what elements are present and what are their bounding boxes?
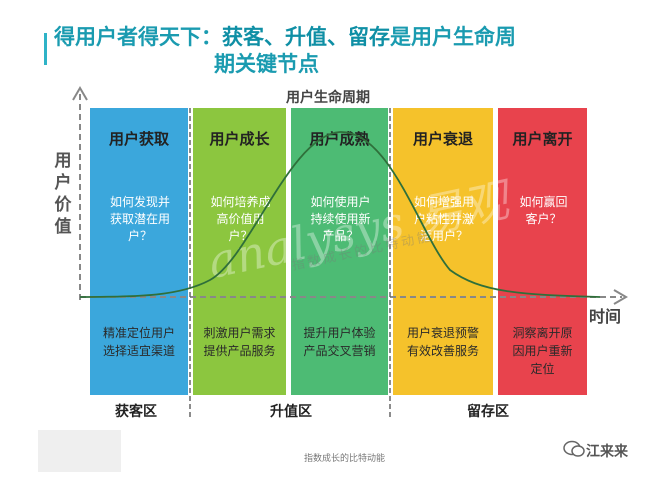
stage-title: 用户成长 <box>209 130 270 148</box>
footer-placeholder-box <box>38 430 121 472</box>
stage-title: 用户衰退 <box>412 130 473 148</box>
stage-title: 用户获取 <box>108 130 169 148</box>
stage-action: 用户衰退预警有效改善服务 <box>406 326 479 358</box>
brand-name: 江来来 <box>586 444 628 460</box>
zone-acquire: 获客区 <box>115 404 157 420</box>
stage-question: 如何使用户持续使用新产品？ <box>310 195 371 243</box>
y-axis-arrow <box>72 86 88 101</box>
x-axis-arrow <box>613 289 628 305</box>
title-plain: 得用户者得天下： <box>54 25 222 49</box>
stage-action: 洞察离开原因用户重新定位 <box>512 326 573 376</box>
stage-action: 提升用户体验产品交叉营销 <box>303 326 376 358</box>
stage-question: 如何发现并获取潜在用户？ <box>109 195 170 243</box>
stage-action: 刺激用户需求提供产品服务 <box>203 326 276 358</box>
title-line2: 期关键节点 <box>214 52 319 76</box>
footer-text: 指数成长的比特动能 <box>304 454 386 464</box>
zone-value: 升值区 <box>270 404 312 420</box>
wechat-icon <box>563 440 585 457</box>
stage-column-mature: 用户成熟 如何使用户持续使用新产品？ 提升用户体验产品交叉营销 <box>291 108 388 395</box>
title-accent-bar <box>44 33 47 65</box>
lifecycle-label: 用户生命周期 <box>286 90 370 106</box>
title-bold: 获客、升值、留存 <box>222 25 390 49</box>
lifecycle-curve <box>79 131 601 298</box>
page-title: 得用户者得天下：获客、升值、留存是用户生命周 期关键节点 <box>54 24 524 78</box>
y-axis-label: 用户价值 <box>54 151 72 237</box>
stage-question: 如何赢回客户？ <box>519 195 568 226</box>
stage-column-grow: 用户成长 如何培养成高价值用户？ 刺激用户需求提供产品服务 <box>193 108 286 395</box>
stage-column-leave: 用户离开 如何赢回客户？ 洞察离开原因用户重新定位 <box>498 108 587 395</box>
stage-question: 如何增强用户粘性并激活用户？ <box>413 195 474 243</box>
stage-column-decline: 用户衰退 如何增强用户粘性并激活用户？ 用户衰退预警有效改善服务 <box>393 108 493 395</box>
title-rest: 是用户生命周 <box>390 25 516 49</box>
x-axis-label: 时间 <box>589 307 622 326</box>
stage-column-acquire: 用户获取 如何发现并获取潜在用户？ 精准定位用户选择适宜渠道 <box>90 108 188 395</box>
stage-action: 精准定位用户选择适宜渠道 <box>102 326 175 358</box>
zone-retain: 留存区 <box>467 404 509 420</box>
stage-title: 用户离开 <box>512 130 573 148</box>
